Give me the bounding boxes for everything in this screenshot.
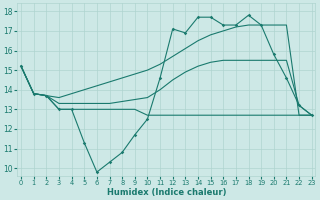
X-axis label: Humidex (Indice chaleur): Humidex (Indice chaleur)	[107, 188, 226, 197]
